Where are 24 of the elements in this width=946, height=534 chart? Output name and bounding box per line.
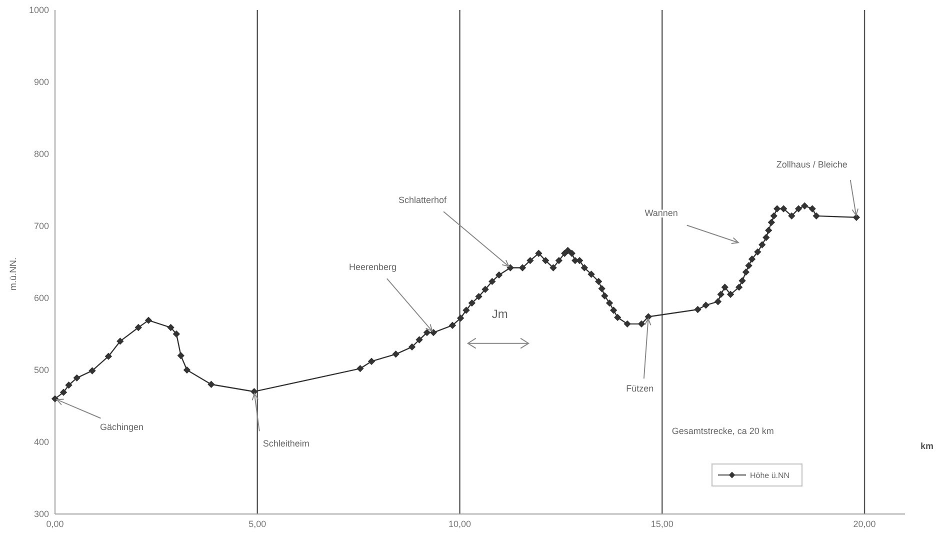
annotation: Fützen <box>626 384 654 394</box>
y-tick-label: 700 <box>34 221 49 231</box>
y-axis-title: m.ü.NN. <box>8 257 18 291</box>
annotation: Jm <box>492 307 508 322</box>
annotation: Schlatterhof <box>398 194 448 205</box>
legend-label: Höhe ü.NN <box>750 471 790 480</box>
annotation: Heerenberg <box>348 262 397 272</box>
x-tick-label: 0,00 <box>46 519 64 529</box>
x-tick-label: 5,00 <box>248 519 266 529</box>
annotation: Gesamtstrecke, ca 20 km <box>672 426 774 436</box>
annotation: Gächingen <box>100 422 144 432</box>
y-tick-label: 300 <box>34 509 49 519</box>
x-tick-label: 20,00 <box>853 519 876 529</box>
x-tick-label: 10,00 <box>448 519 472 529</box>
y-tick-label: 500 <box>34 365 49 375</box>
y-tick-label: 1000 <box>28 5 49 15</box>
y-tick-label: 400 <box>34 437 49 447</box>
y-tick-label: 900 <box>34 77 49 87</box>
x-tick-label: 15,00 <box>650 519 674 529</box>
y-tick-label: 600 <box>34 293 49 303</box>
x-axis-title: km <box>920 441 934 451</box>
annotation: Schleitheim <box>262 438 310 448</box>
y-tick-label: 800 <box>34 149 49 159</box>
annotation: Zollhaus / Bleiche <box>776 160 848 170</box>
